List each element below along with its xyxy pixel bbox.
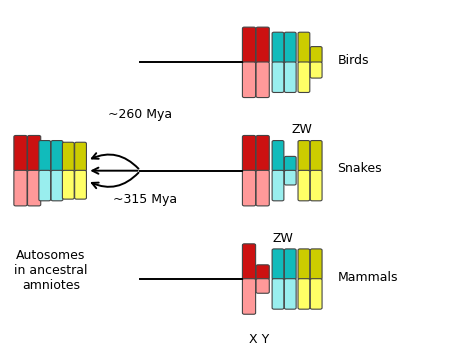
FancyBboxPatch shape [298, 141, 310, 171]
FancyArrowPatch shape [92, 173, 138, 188]
FancyBboxPatch shape [256, 170, 269, 206]
FancyBboxPatch shape [310, 47, 322, 63]
FancyBboxPatch shape [298, 279, 310, 309]
Text: ZW: ZW [292, 123, 312, 136]
FancyBboxPatch shape [284, 170, 296, 185]
FancyBboxPatch shape [272, 141, 284, 171]
FancyBboxPatch shape [242, 135, 255, 171]
Text: Mammals: Mammals [337, 271, 398, 284]
FancyBboxPatch shape [75, 142, 86, 171]
FancyBboxPatch shape [256, 135, 269, 171]
FancyBboxPatch shape [272, 170, 284, 201]
FancyBboxPatch shape [298, 170, 310, 201]
FancyBboxPatch shape [242, 62, 255, 98]
FancyBboxPatch shape [14, 170, 27, 206]
FancyBboxPatch shape [298, 32, 310, 63]
FancyBboxPatch shape [242, 279, 255, 314]
FancyBboxPatch shape [256, 279, 269, 293]
FancyBboxPatch shape [51, 170, 63, 201]
FancyBboxPatch shape [310, 279, 322, 309]
FancyBboxPatch shape [284, 279, 296, 309]
FancyBboxPatch shape [39, 170, 51, 201]
FancyBboxPatch shape [51, 141, 63, 171]
FancyBboxPatch shape [27, 135, 41, 171]
FancyBboxPatch shape [242, 244, 255, 280]
Text: Autosomes
in ancestral
amniotes: Autosomes in ancestral amniotes [14, 248, 88, 291]
FancyBboxPatch shape [14, 135, 27, 171]
FancyBboxPatch shape [39, 141, 51, 171]
FancyBboxPatch shape [298, 62, 310, 92]
FancyBboxPatch shape [27, 170, 41, 206]
FancyBboxPatch shape [310, 62, 322, 78]
Text: ZW: ZW [273, 232, 293, 245]
FancyBboxPatch shape [272, 62, 284, 92]
FancyBboxPatch shape [284, 62, 296, 92]
FancyBboxPatch shape [256, 265, 269, 280]
Text: ~260 Mya: ~260 Mya [109, 108, 173, 121]
FancyBboxPatch shape [242, 27, 255, 63]
FancyBboxPatch shape [63, 170, 74, 199]
FancyArrowPatch shape [92, 153, 138, 169]
FancyBboxPatch shape [63, 142, 74, 171]
FancyBboxPatch shape [256, 62, 269, 98]
FancyBboxPatch shape [298, 249, 310, 280]
Text: ~315 Mya: ~315 Mya [113, 193, 177, 206]
FancyArrowPatch shape [92, 168, 137, 174]
Text: Birds: Birds [337, 54, 369, 67]
FancyBboxPatch shape [284, 32, 296, 63]
FancyBboxPatch shape [284, 249, 296, 280]
FancyBboxPatch shape [272, 249, 284, 280]
Text: X Y: X Y [249, 333, 270, 346]
FancyBboxPatch shape [272, 279, 284, 309]
FancyBboxPatch shape [75, 170, 86, 199]
FancyBboxPatch shape [256, 27, 269, 63]
FancyBboxPatch shape [284, 156, 296, 171]
FancyBboxPatch shape [310, 141, 322, 171]
Text: Snakes: Snakes [337, 163, 382, 176]
FancyBboxPatch shape [310, 170, 322, 201]
FancyBboxPatch shape [242, 170, 255, 206]
FancyBboxPatch shape [310, 249, 322, 280]
FancyBboxPatch shape [272, 32, 284, 63]
